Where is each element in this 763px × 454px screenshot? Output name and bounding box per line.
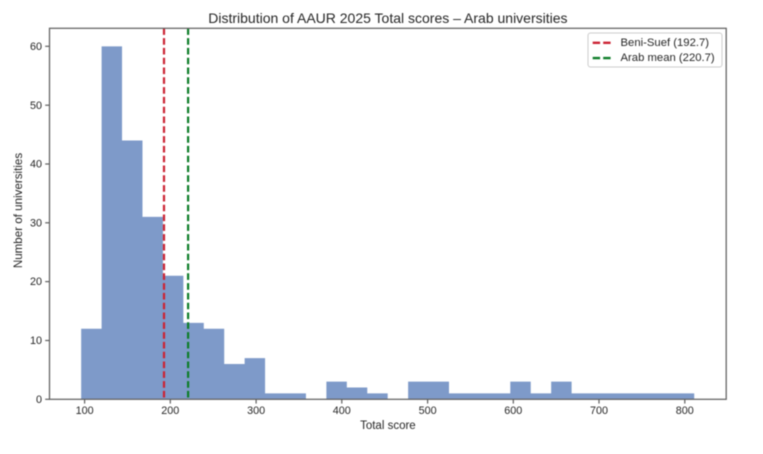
svg-text:200: 200 xyxy=(161,405,179,417)
svg-text:100: 100 xyxy=(76,405,94,417)
svg-text:800: 800 xyxy=(676,405,694,417)
svg-text:400: 400 xyxy=(333,405,351,417)
svg-text:40: 40 xyxy=(30,159,42,171)
svg-text:30: 30 xyxy=(30,217,42,229)
svg-text:60: 60 xyxy=(30,41,42,53)
svg-text:700: 700 xyxy=(590,405,608,417)
svg-text:Beni-Suef (192.7): Beni-Suef (192.7) xyxy=(621,37,710,49)
svg-text:50: 50 xyxy=(30,100,42,112)
svg-text:10: 10 xyxy=(30,335,42,347)
svg-text:500: 500 xyxy=(419,405,437,417)
svg-text:Arab mean (220.7): Arab mean (220.7) xyxy=(621,52,715,64)
svg-text:300: 300 xyxy=(247,405,265,417)
svg-text:0: 0 xyxy=(36,394,42,406)
svg-text:20: 20 xyxy=(30,276,42,288)
svg-text:Number of universities: Number of universities xyxy=(12,153,25,269)
svg-text:600: 600 xyxy=(504,405,522,417)
svg-text:Distribution of AAUR 2025 Tota: Distribution of AAUR 2025 Total scores –… xyxy=(208,10,567,26)
svg-text:Total score: Total score xyxy=(360,420,416,432)
